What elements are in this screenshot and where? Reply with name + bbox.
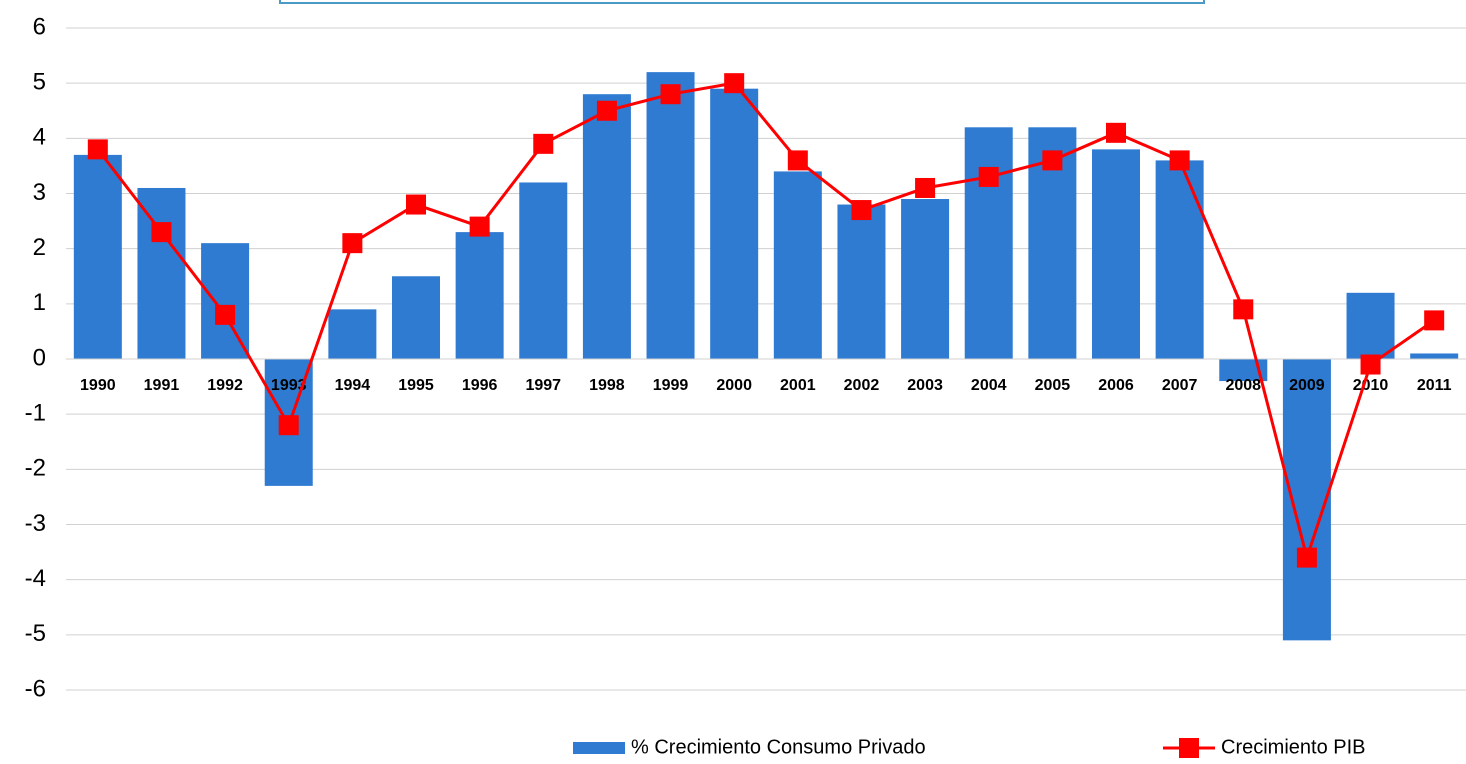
marker — [533, 133, 554, 154]
bar — [646, 72, 695, 359]
x-tick-label: 2005 — [1035, 377, 1071, 394]
x-tick-label: 1991 — [144, 377, 180, 394]
x-tick-label: 1997 — [525, 377, 561, 394]
x-tick-label: 2009 — [1289, 377, 1325, 394]
y-tick-label: 4 — [33, 124, 46, 151]
marker — [406, 194, 426, 215]
marker — [151, 222, 172, 243]
marker — [1042, 150, 1063, 171]
y-tick-label: 0 — [33, 344, 46, 371]
marker — [1360, 354, 1381, 375]
x-tick-label: 2001 — [780, 377, 816, 394]
marker — [1296, 547, 1317, 568]
marker — [342, 233, 363, 254]
x-tick-label: 1999 — [653, 377, 689, 394]
x-tick-label: 1996 — [462, 377, 498, 394]
x-tick-label: 1994 — [335, 377, 371, 394]
x-tick-label: 1990 — [80, 377, 116, 394]
bar — [1282, 359, 1331, 641]
bar — [582, 94, 631, 359]
y-tick-label: -4 — [25, 565, 46, 592]
x-tick-label: 1993 — [271, 377, 307, 394]
y-tick-label: -5 — [25, 620, 46, 647]
x-tick-label: 1992 — [207, 377, 243, 394]
x-tick-label: 2011 — [1417, 377, 1452, 394]
x-tick-label: 2008 — [1225, 377, 1261, 394]
title-frame — [279, 0, 1205, 4]
bar — [1346, 292, 1395, 359]
x-tick-label: 1995 — [398, 377, 434, 394]
x-tick-label: 2006 — [1098, 377, 1134, 394]
bar — [710, 88, 759, 359]
marker — [1106, 122, 1126, 143]
legend-label: Crecimiento PIB — [1221, 736, 1366, 758]
x-tick-label: 2004 — [971, 377, 1007, 394]
bar — [964, 127, 1013, 359]
marker — [724, 73, 745, 94]
marker — [1169, 150, 1190, 171]
marker — [787, 150, 808, 171]
marker — [596, 100, 617, 121]
y-tick-label: 1 — [33, 289, 46, 316]
legend-swatch — [573, 742, 625, 754]
marker — [278, 415, 299, 436]
marker — [978, 166, 999, 187]
bar — [137, 187, 186, 359]
x-tick-label: 2010 — [1353, 377, 1389, 394]
bar — [1410, 353, 1459, 359]
bar — [73, 154, 122, 359]
bar — [1219, 359, 1268, 382]
marker — [915, 177, 936, 198]
y-tick-label: 5 — [33, 69, 46, 96]
marker — [851, 200, 872, 221]
bar — [1155, 160, 1204, 359]
y-tick-label: -1 — [25, 400, 46, 427]
marker — [660, 84, 681, 105]
marker — [87, 139, 108, 160]
marker — [215, 304, 236, 325]
y-tick-label: 2 — [33, 234, 46, 261]
x-tick-label: 2003 — [907, 377, 943, 394]
y-tick-label: -3 — [25, 510, 46, 537]
bar — [392, 276, 440, 359]
bar — [773, 171, 822, 359]
bar — [519, 182, 568, 359]
marker — [469, 216, 490, 237]
x-tick-label: 2002 — [844, 377, 880, 394]
x-tick-label: 2007 — [1162, 377, 1198, 394]
y-tick-label: -6 — [25, 675, 46, 702]
y-tick-label: 3 — [33, 179, 46, 206]
marker — [1424, 310, 1445, 331]
bar — [455, 232, 504, 359]
line — [96, 81, 1436, 563]
legend-swatch — [1179, 738, 1199, 758]
marker — [1233, 299, 1254, 320]
bar — [1092, 149, 1140, 359]
bar — [901, 199, 950, 359]
x-tick-label: 1998 — [589, 377, 625, 394]
x-tick-label: 2000 — [716, 377, 752, 394]
legend-label: % Crecimiento Consumo Privado — [631, 736, 926, 758]
bar — [837, 204, 886, 359]
y-tick-label: -2 — [25, 455, 46, 482]
y-tick-label: 6 — [33, 13, 46, 40]
bar — [328, 309, 377, 359]
